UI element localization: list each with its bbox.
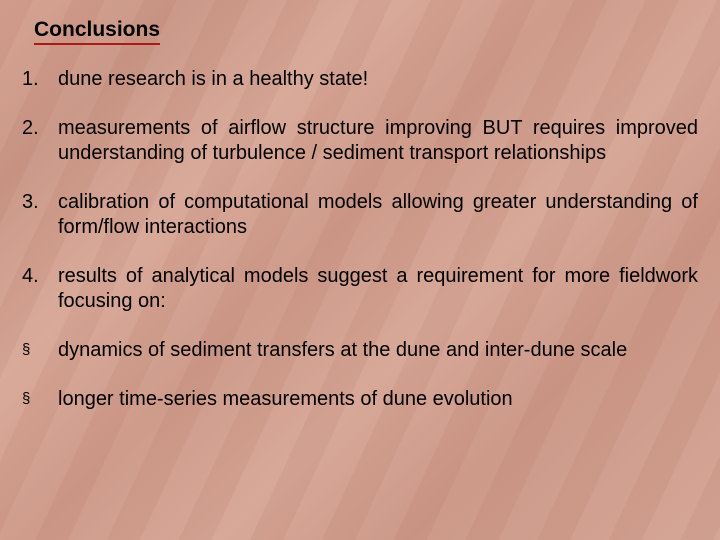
item-text: longer time-series measurements of dune … [58,387,698,412]
item-marker: 2. [22,116,58,166]
item-marker: 1. [22,67,58,92]
list-item: § dynamics of sediment transfers at the … [22,338,698,363]
item-marker: 3. [22,190,58,240]
list-item: 2. measurements of airflow structure imp… [22,116,698,166]
bullet-icon: § [22,338,58,363]
list-item: 1. dune research is in a healthy state! [22,67,698,92]
item-text: calibration of computational models allo… [58,190,698,240]
list-item: 4. results of analytical models suggest … [22,264,698,314]
item-text: measurements of airflow structure improv… [58,116,698,166]
item-text: dynamics of sediment transfers at the du… [58,338,698,363]
conclusions-list: 1. dune research is in a healthy state! … [22,67,698,412]
item-marker: 4. [22,264,58,314]
item-text: results of analytical models suggest a r… [58,264,698,314]
list-item: 3. calibration of computational models a… [22,190,698,240]
bullet-icon: § [22,387,58,412]
item-text: dune research is in a healthy state! [58,67,698,92]
slide-heading: Conclusions [34,18,160,45]
list-item: § longer time-series measurements of dun… [22,387,698,412]
